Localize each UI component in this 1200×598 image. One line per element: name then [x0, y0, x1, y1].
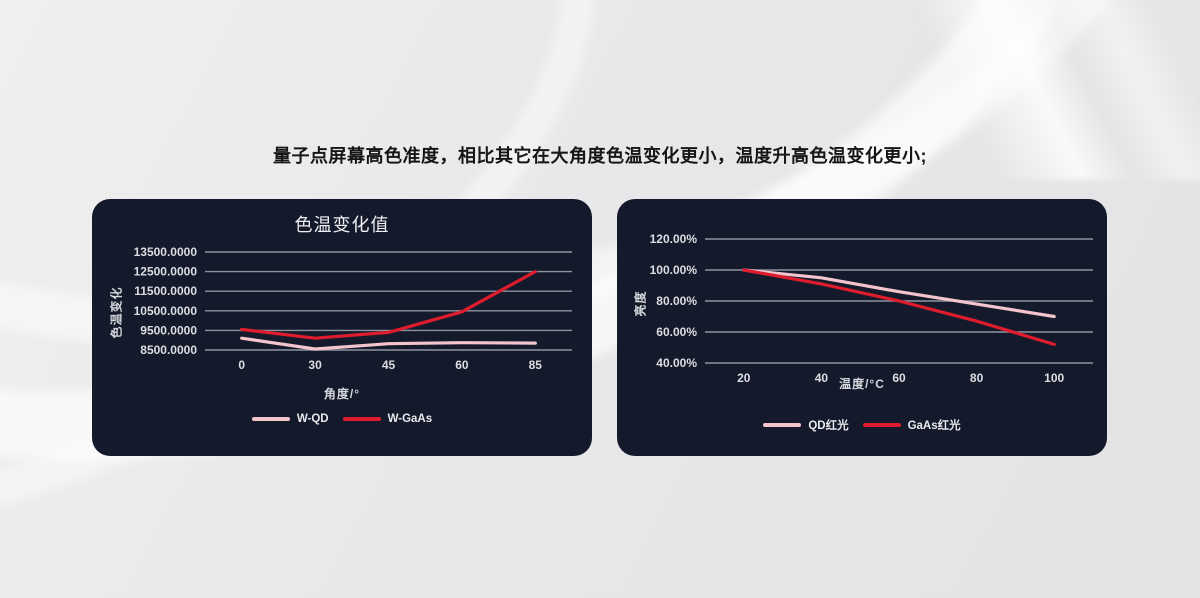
y-tick-label: 10500.0000 [134, 304, 198, 318]
legend-swatch [862, 423, 901, 427]
x-tick-label: 40 [815, 371, 829, 385]
x-tick-label: 60 [892, 371, 906, 385]
y-tick-label: 12500.0000 [134, 265, 198, 279]
legend-item: GaAs红光 [862, 417, 961, 433]
y-tick-label: 8500.0000 [140, 343, 197, 357]
series-line-GaAs红光 [742, 268, 1056, 346]
chart-legend: W-QD W-GaAs [92, 413, 592, 425]
legend-label: W-QD [296, 413, 329, 425]
legend-item: QD红光 [763, 417, 849, 433]
legend-item: W-GaAs [342, 413, 433, 425]
x-axis-label: 温度/°C [839, 377, 885, 391]
y-tick-label: 9500.0000 [140, 323, 197, 337]
y-tick-label: 100.00% [650, 263, 698, 277]
color-temp-chart-panel: 色温变化值 13500.0000 12500.0000 11500.0000 1050… [92, 199, 592, 456]
x-tick-label: 0 [238, 358, 245, 372]
legend-label: GaAs红光 [907, 420, 961, 432]
series-line-W-QD [240, 336, 537, 351]
y-tick-label: 13500.0000 [134, 245, 198, 259]
x-tick-label: 60 [455, 358, 469, 372]
series-line-W-GaAs [240, 269, 537, 340]
y-axis-label: 色温变化 [109, 286, 124, 339]
x-tick-label: 30 [308, 358, 322, 372]
chart-legend: QD红光 GaAs红光 [617, 417, 1107, 433]
x-axis-label: 角度/° [323, 387, 361, 401]
legend-swatch [251, 417, 290, 421]
y-tick-label: 120.00% [650, 232, 698, 246]
x-tick-label: 100 [1044, 371, 1064, 385]
chart-title: 色温变化值 [294, 215, 390, 235]
x-tick-label: 45 [382, 358, 396, 372]
y-axis-label: 亮度 [633, 290, 648, 317]
legend-swatch [342, 417, 381, 421]
y-tick-label: 60.00% [656, 325, 697, 339]
y-tick-label: 40.00% [656, 356, 697, 370]
legend-label: QD红光 [808, 420, 849, 432]
legend-item: W-QD [251, 413, 329, 425]
x-tick-label: 20 [737, 371, 751, 385]
legend-label: W-GaAs [387, 413, 433, 425]
x-tick-label: 85 [529, 358, 543, 372]
color-temp-chart: 13500.0000 12500.0000 11500.0000 10500.0000… [134, 245, 572, 372]
y-tick-label: 11500.0000 [134, 284, 197, 298]
headline: 量子点屏幕高色准度，相比其它在大角度色温变化更小，温度升高色温变化更小; [273, 146, 927, 166]
y-tick-label: 80.00% [656, 294, 697, 308]
brightness-chart-panel: 120.00% 100.00% 80.00% 60.00% 40.00% 20 40 60 80… [617, 199, 1107, 456]
series-line-QD红光 [742, 268, 1056, 319]
legend-swatch [763, 423, 802, 427]
x-tick-label: 80 [970, 371, 984, 385]
brightness-chart: 120.00% 100.00% 80.00% 60.00% 40.00% 20 40 60 80… [650, 232, 1093, 385]
